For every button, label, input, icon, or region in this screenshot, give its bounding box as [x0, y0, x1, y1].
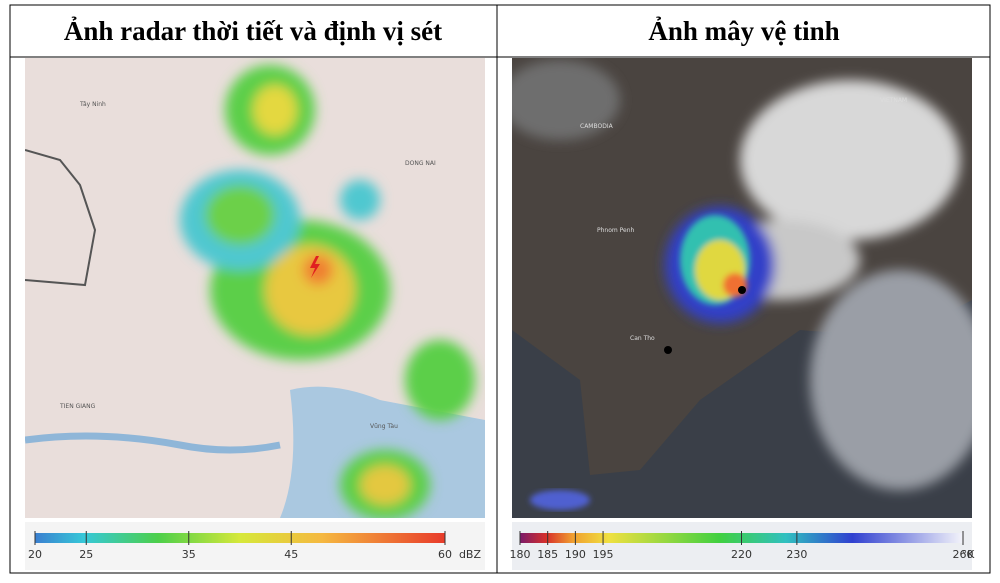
map-label: Vũng Tàu — [370, 423, 398, 430]
map-label: DONG NAI — [405, 160, 436, 167]
colorbar-tick-label: 60 — [438, 548, 452, 561]
map-label: TIEN GIANG — [59, 403, 96, 410]
colorbar-tick-label: 45 — [284, 548, 298, 561]
colorbar-tick-label: 185 — [537, 548, 558, 561]
radar-map: Tây Ninh DONG NAI TIEN GIANG Vũng Tàu — [25, 58, 485, 518]
satellite-map: VIETNAM CAMBODIA Phnom Penh Can Tho — [512, 58, 972, 518]
colorbar-tick-label: 195 — [593, 548, 614, 561]
colorbar-tick-label: 25 — [79, 548, 93, 561]
colorbar-tick-label: 190 — [565, 548, 586, 561]
map-label: CAMBODIA — [580, 123, 614, 130]
panel-title: Ảnh mây vệ tinh — [648, 16, 839, 46]
colorbar-tick-label: 220 — [731, 548, 752, 561]
colorbar-unit: °K — [962, 548, 976, 561]
colorbar-tick-label: 20 — [28, 548, 42, 561]
colorbar-tick-label: 180 — [510, 548, 531, 561]
colorbar-tick-label: 260 — [953, 548, 974, 561]
map-label: Can Tho — [630, 335, 655, 342]
colorbar-tick-label: 35 — [182, 548, 196, 561]
map-label: VIETNAM — [880, 97, 907, 104]
table-border — [9, 4, 991, 574]
colorbar-background — [512, 522, 972, 570]
colorbar-unit: dBZ — [459, 548, 482, 561]
colorbar-tick-label: 230 — [786, 548, 807, 561]
map-label: Tây Ninh — [79, 101, 106, 108]
colorbar-background — [25, 522, 485, 570]
colorbar — [35, 533, 445, 543]
map-label: Phnom Penh — [597, 227, 635, 234]
panel-title: Ảnh radar thời tiết và định vị sét — [64, 16, 442, 46]
